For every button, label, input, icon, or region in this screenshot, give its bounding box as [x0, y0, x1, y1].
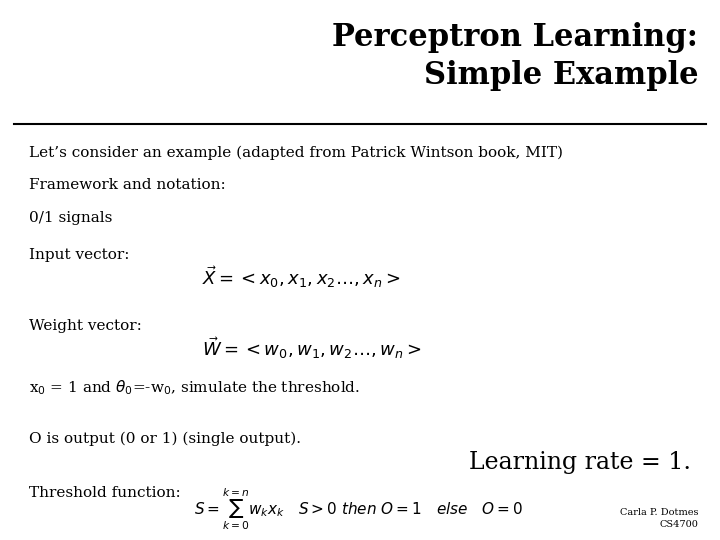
Text: O is output (0 or 1) (single output).: O is output (0 or 1) (single output).: [29, 432, 301, 447]
Text: $S = \sum_{k=0}^{k=n} w_k x_k \quad S > 0 \ \it{then}\ O=1 \quad \it{else} \quad: $S = \sum_{k=0}^{k=n} w_k x_k \quad S > …: [194, 486, 523, 531]
Text: Framework and notation:: Framework and notation:: [29, 178, 225, 192]
Text: Learning rate = 1.: Learning rate = 1.: [469, 451, 691, 474]
Text: Weight vector:: Weight vector:: [29, 319, 142, 333]
Text: x$_0$ = 1 and $\theta_0$=-w$_0$, simulate the threshold.: x$_0$ = 1 and $\theta_0$=-w$_0$, simulat…: [29, 378, 360, 397]
Text: $\vec{W} =< w_0, w_1, w_2 \ldots , w_n >$: $\vec{W} =< w_0, w_1, w_2 \ldots , w_n >…: [202, 335, 420, 361]
Text: $\vec{X} =< x_0, x_1, x_2 \ldots , x_n >$: $\vec{X} =< x_0, x_1, x_2 \ldots , x_n >…: [202, 265, 400, 291]
Text: Carla P. Dotmes
CS4700: Carla P. Dotmes CS4700: [620, 508, 698, 529]
Text: Perceptron Learning:
Simple Example: Perceptron Learning: Simple Example: [333, 22, 698, 91]
Text: Threshold function:: Threshold function:: [29, 486, 181, 500]
Text: Let’s consider an example (adapted from Patrick Wintson book, MIT): Let’s consider an example (adapted from …: [29, 146, 563, 160]
Text: Input vector:: Input vector:: [29, 248, 130, 262]
Text: 0/1 signals: 0/1 signals: [29, 211, 112, 225]
